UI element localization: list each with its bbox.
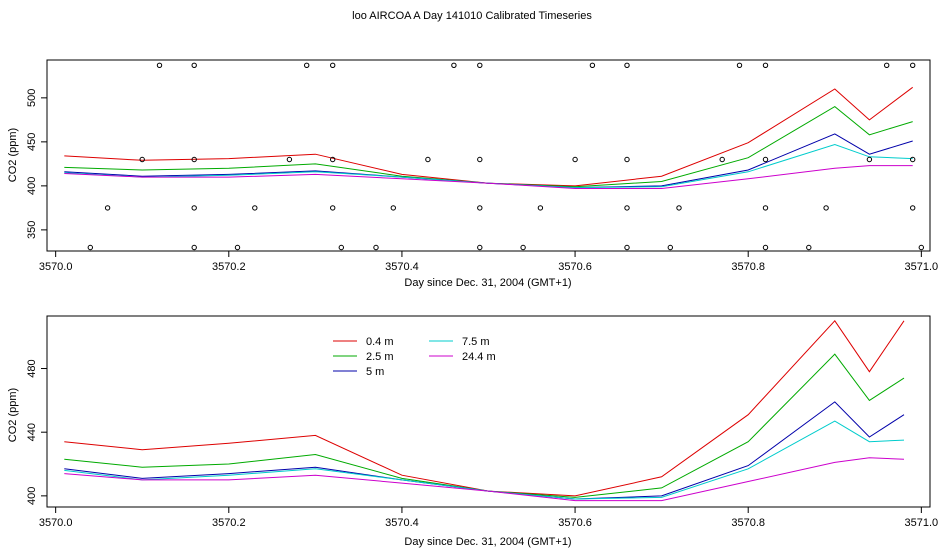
top-data-point [286, 156, 293, 163]
top-data-point [191, 244, 197, 251]
top-data-point [87, 244, 94, 251]
bottom-series-line-2 [64, 401, 905, 500]
bottom-x-tick-label: 3570.2 [212, 517, 246, 529]
legend-label: 0.4 m [366, 336, 394, 348]
top-data-point [330, 62, 336, 69]
top-x-tick-label: 3570.6 [558, 261, 592, 273]
top-data-point [477, 156, 483, 163]
bottom-y-tick-label: 480 [26, 359, 38, 377]
top-y-axis-label: CO2 (ppm) [7, 128, 19, 182]
legend-label: 7.5 m [462, 336, 490, 348]
top-x-axis-label: Day since Dec. 31, 2004 (GMT+1) [404, 277, 571, 289]
top-data-point [572, 156, 578, 163]
top-y-tick-label: 450 [26, 133, 38, 151]
top-data-point [373, 244, 379, 251]
top-data-point [884, 62, 890, 69]
top-data-point [589, 62, 596, 69]
top-data-point [823, 205, 829, 211]
top-plot-frame [46, 59, 931, 252]
bottom-x-tick-label: 3571.0 [905, 517, 939, 529]
bottom-y-tick-label: 400 [26, 487, 38, 505]
top-data-point [910, 62, 916, 69]
legend: 0.4 m 2.5 m 5 m 7.5 m 24.4 m [333, 336, 496, 378]
chart-title: loo AIRCOA A Day 141010 Calibrated Times… [352, 10, 592, 22]
top-data-point [520, 244, 526, 251]
legend-label: 2.5 m [366, 351, 394, 363]
legend-label: 5 m [366, 366, 384, 378]
top-data-point [191, 62, 197, 69]
bottom-panel: Day since Dec. 31, 2004 (GMT+1) CO2 (ppm… [7, 315, 938, 548]
top-x-tick-label: 3570.2 [212, 261, 246, 273]
bottom-series [64, 319, 905, 502]
top-data-point [537, 205, 544, 211]
bottom-x-axis-label: Day since Dec. 31, 2004 (GMT+1) [404, 536, 571, 548]
top-data-point [624, 205, 630, 211]
top-data-point [762, 244, 769, 251]
top-data-point [910, 205, 916, 211]
top-data-point [762, 205, 769, 211]
bottom-series-line-1 [64, 353, 905, 498]
top-data-point [252, 205, 258, 211]
top-data-point [451, 62, 457, 69]
bottom-x-ticks: 3570.0 3570.2 3570.4 3570.6 3570.8 3571.0 [39, 507, 938, 529]
bottom-plot-frame [46, 315, 931, 508]
top-data-point [104, 205, 111, 211]
top-data-point [234, 244, 241, 251]
bottom-y-tick-label: 440 [26, 423, 38, 441]
bottom-x-tick-label: 3570.4 [385, 517, 419, 529]
bottom-series-line-4 [64, 457, 905, 502]
top-data-point [719, 156, 725, 163]
bottom-x-tick-label: 3570.6 [558, 517, 592, 529]
top-data-point [338, 244, 344, 251]
top-data-point [425, 156, 431, 163]
top-data-point [477, 244, 483, 251]
top-data-point [676, 205, 682, 211]
top-data-point [624, 244, 630, 251]
top-data-point [918, 244, 924, 251]
top-data-point [736, 62, 743, 69]
top-data-point [304, 62, 310, 69]
top-x-ticks: 3570.0 3570.2 3570.4 3570.6 3570.8 3571.0 [39, 251, 938, 273]
top-series-line-0 [64, 86, 914, 187]
top-data-point [866, 156, 873, 163]
top-points [87, 62, 924, 251]
top-series-line-3 [64, 143, 913, 189]
top-data-point [762, 62, 769, 69]
top-data-point [330, 205, 336, 211]
top-y-tick-label: 500 [26, 89, 38, 107]
top-y-tick-label: 350 [26, 221, 38, 239]
top-data-point [191, 205, 197, 211]
top-data-point [477, 205, 483, 211]
bottom-x-tick-label: 3570.0 [39, 517, 73, 529]
top-data-point [624, 156, 630, 163]
top-series-line-4 [64, 165, 913, 189]
top-x-tick-label: 3570.8 [731, 261, 765, 273]
top-data-point [191, 156, 197, 163]
top-y-tick-label: 400 [26, 177, 38, 195]
top-series-line-2 [64, 133, 913, 189]
top-data-point [477, 62, 483, 69]
top-data-point [139, 156, 145, 163]
top-data-point [762, 156, 769, 163]
top-data-point [806, 244, 812, 251]
top-data-point [624, 62, 630, 69]
bottom-y-ticks: 400 440 480 [26, 359, 47, 505]
top-y-ticks: 350 400 450 500 [26, 89, 47, 239]
top-data-point [156, 62, 163, 69]
top-data-point [390, 205, 396, 211]
bottom-x-tick-label: 3570.8 [731, 517, 765, 529]
top-data-point [910, 156, 916, 163]
top-x-tick-label: 3571.0 [905, 261, 939, 273]
top-x-tick-label: 3570.4 [385, 261, 419, 273]
bottom-series-line-0 [64, 319, 905, 497]
legend-label: 24.4 m [462, 351, 496, 363]
top-data-point [667, 244, 673, 251]
top-panel: Day since Dec. 31, 2004 (GMT+1) CO2 (ppm… [7, 59, 938, 289]
top-data-point [330, 156, 336, 163]
top-x-tick-label: 3570.0 [39, 261, 73, 273]
top-series [64, 86, 914, 189]
bottom-y-axis-label: CO2 (ppm) [7, 388, 19, 442]
bottom-series-line-3 [64, 420, 905, 500]
